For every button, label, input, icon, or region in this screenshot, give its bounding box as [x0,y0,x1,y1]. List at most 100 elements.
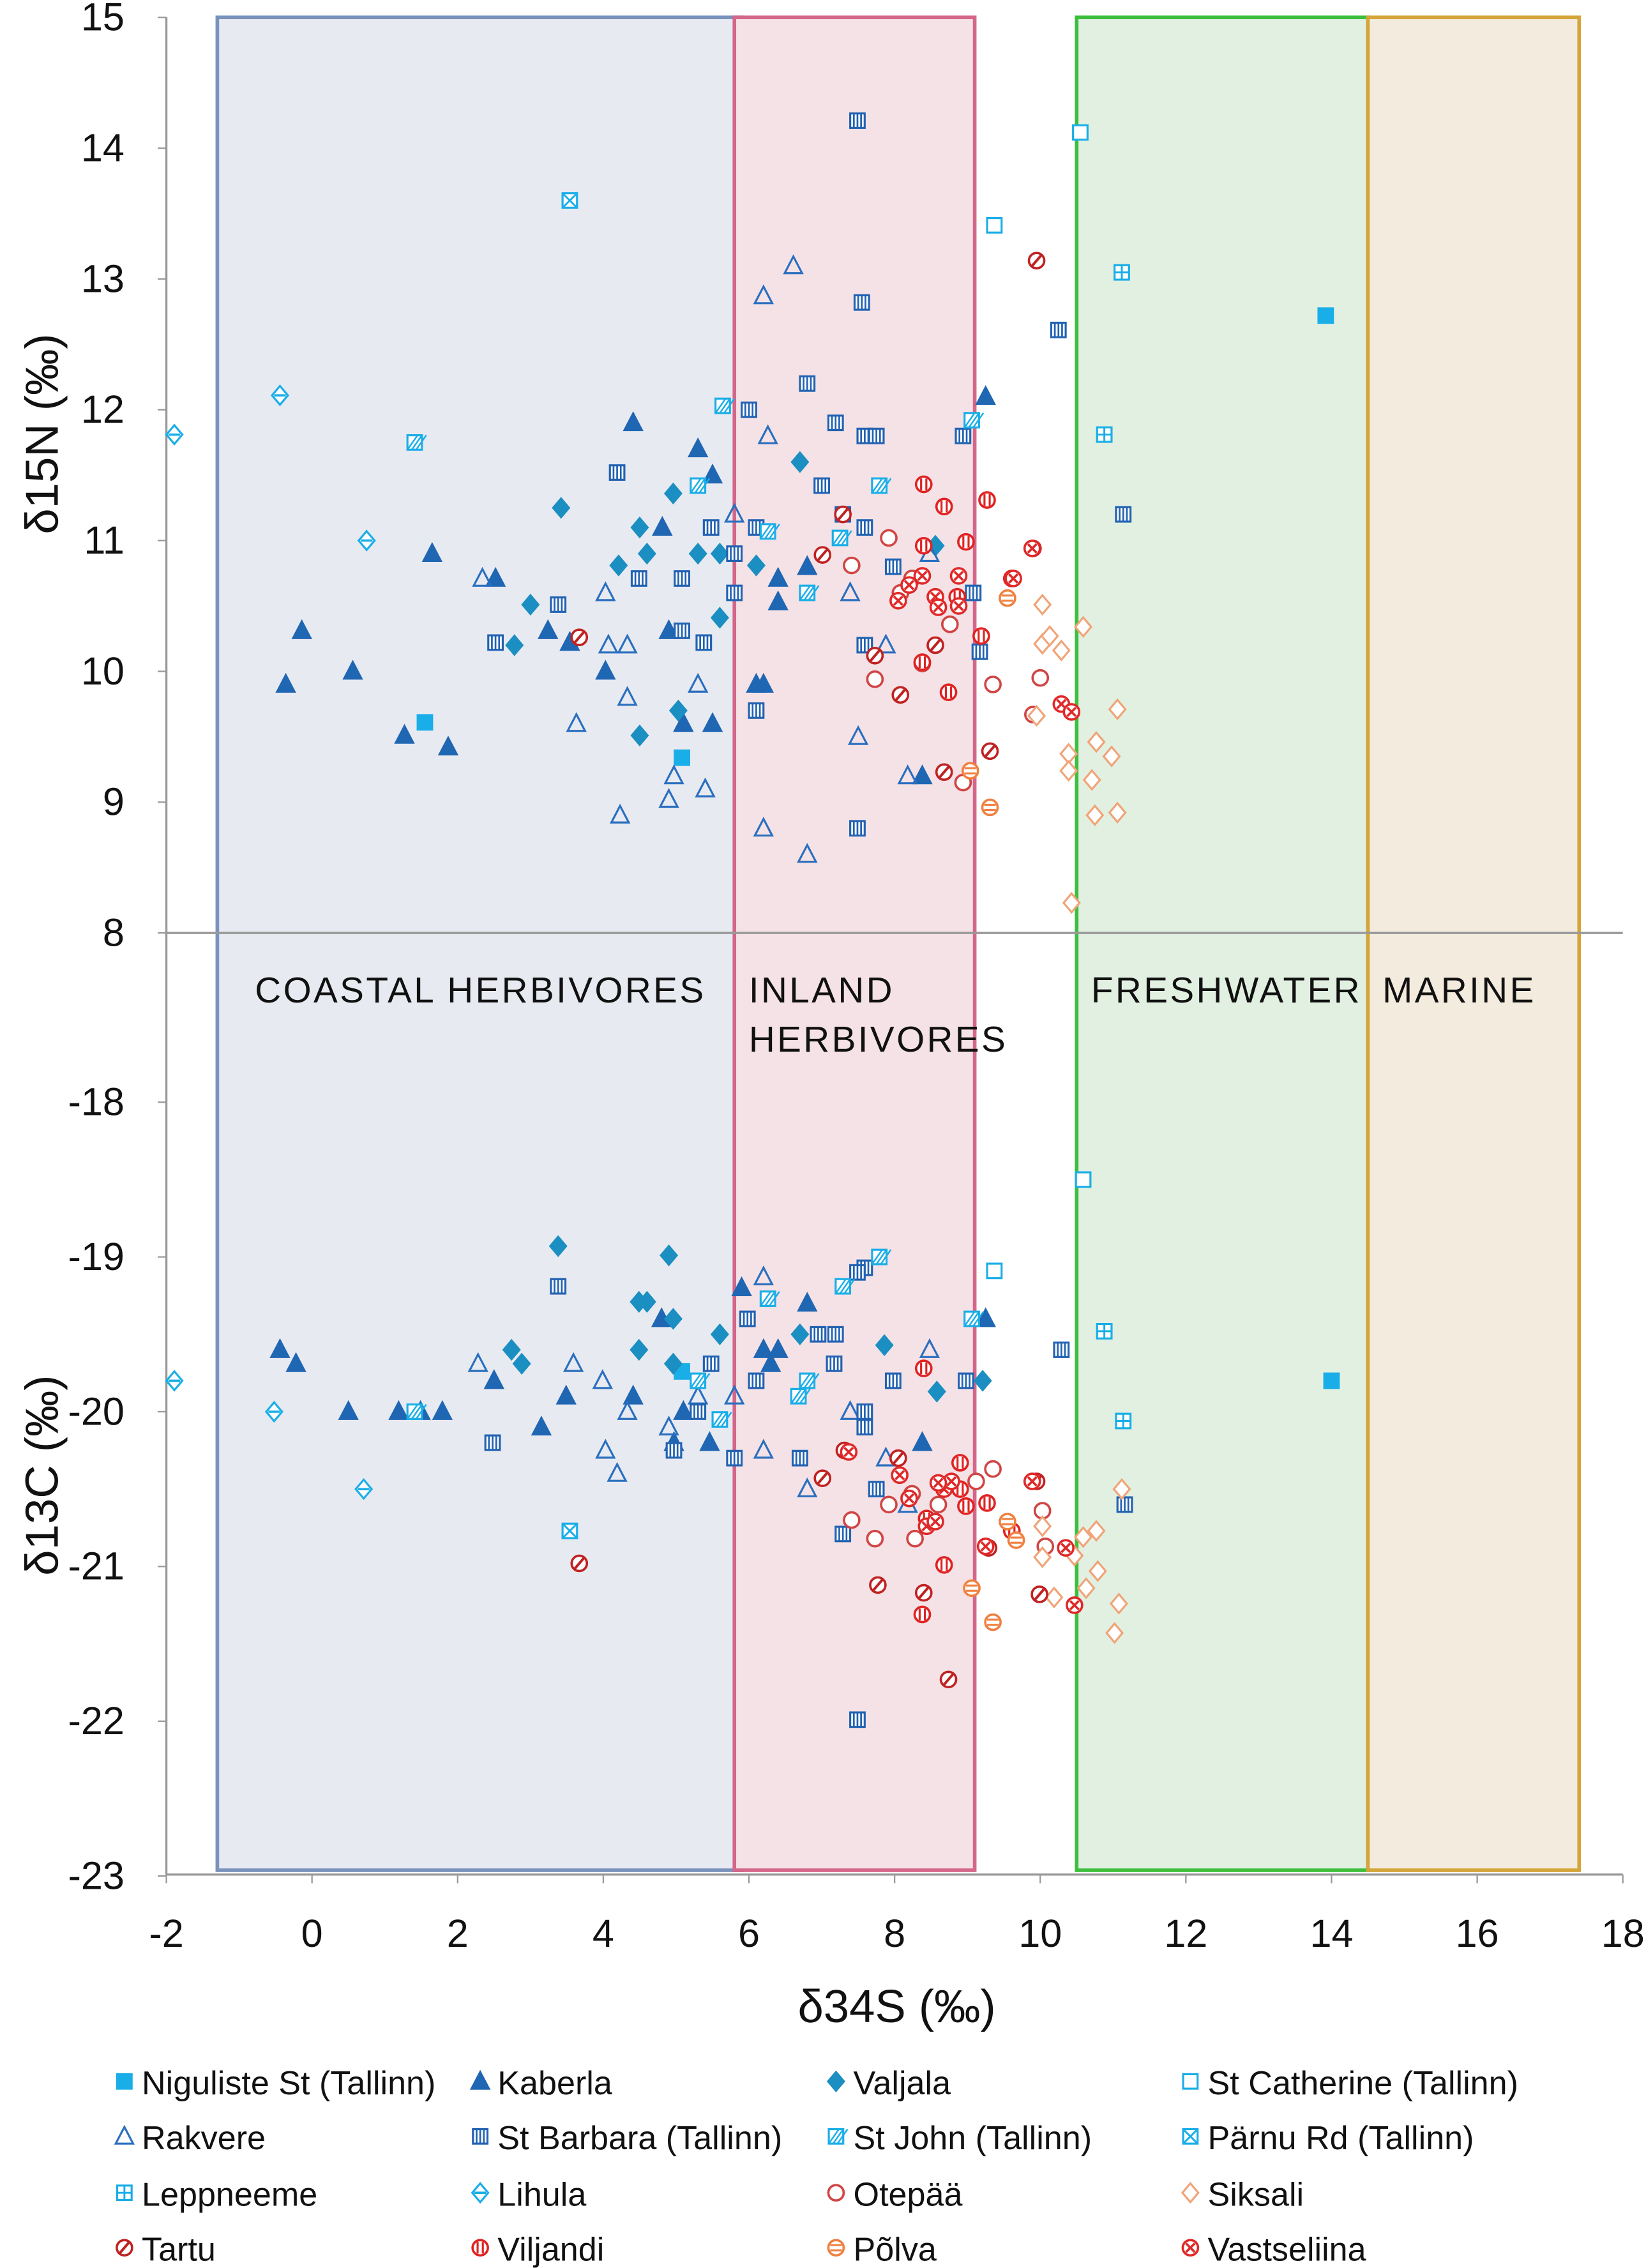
data-point [165,1370,184,1392]
marker-diamond [552,497,571,519]
data-point [710,607,729,629]
marker-circle [999,589,1016,607]
data-point [914,475,933,494]
data-point [531,1416,552,1436]
data-point [432,1400,453,1420]
legend-item: Lihula [471,2177,586,2214]
marker-diamond [1074,1526,1093,1548]
data-point [1023,1472,1041,1490]
marker-triangle [394,723,415,744]
data-point [726,584,743,601]
marker-stripe [573,631,585,644]
marker-circle [1007,1531,1025,1549]
data-point [797,1477,818,1498]
marker-stripe [415,434,427,450]
data-point [939,683,958,702]
marker-triangle [731,1276,752,1296]
marker-triangle [975,1307,996,1327]
legend-item: Otepää [827,2177,962,2214]
marker-stripe [903,1493,915,1504]
data-point [421,541,443,562]
data-point [984,1460,1002,1478]
data-point [957,1372,974,1389]
data-point [1062,891,1081,914]
data-point [783,254,804,275]
marker-stripe [843,1446,854,1458]
data-point [853,294,870,311]
data-point [840,1443,858,1461]
data-point [963,1579,981,1598]
y-tick-label: 13 [81,257,125,300]
y-tick-label: 9 [103,780,125,824]
marker-diamond [1033,1515,1052,1538]
legend-label: Pärnu Rd (Tallinn) [1208,2120,1474,2157]
data-point [1085,804,1105,826]
series-vastseliina [840,540,1083,1614]
data-point [913,1605,932,1624]
marker-stripe [712,1412,723,1428]
marker-stripe [1185,2242,1196,2253]
marker-stripe [917,570,928,581]
marker-stripe [764,1290,776,1307]
marker-diamond [1181,2182,1200,2204]
marker-circle [913,653,932,671]
marker-triangle [757,424,778,444]
data-point [834,1278,856,1295]
data-point [790,1323,810,1345]
marker-triangle [912,1431,933,1451]
data-point [926,1513,944,1531]
data-point [1057,1539,1075,1557]
data-point [484,1434,501,1451]
marker-stripe [871,1249,883,1265]
region-box [732,15,977,1872]
data-point [875,1334,894,1356]
data-point [961,762,979,780]
marker-triangle [598,633,619,654]
marker-diamond [1087,1520,1106,1542]
data-point [595,660,616,680]
data-point [897,764,918,785]
marker-diamond [1109,1592,1128,1615]
data-point [929,1474,948,1492]
marker-circle [978,1494,996,1512]
regions: COASTAL HERBIVORES INLAND HERBIVORES FRESHW… [215,15,1582,1872]
marker-stripe [808,1373,820,1389]
region-label: MARINE [1382,971,1536,1011]
data-point [827,414,844,432]
x-tick-label: 18 [1601,1912,1645,1955]
marker-diamond [710,607,729,629]
data-point [849,1264,866,1281]
data-point [674,570,690,587]
data-point [1052,639,1071,662]
marker-stripe [840,530,852,546]
data-point [826,1355,843,1372]
marker-triangle [538,619,559,639]
data-point [673,1400,694,1420]
data-point [485,566,506,587]
marker-stripe [795,1388,806,1404]
marker-triangle [783,254,804,275]
marker-circle [880,529,898,547]
data-point [550,596,567,613]
marker-square [1317,307,1334,324]
marker-stripe [893,1452,904,1464]
marker-diamond [505,634,524,656]
data-point [753,284,774,305]
marker-triangle [753,672,774,693]
data-point [665,1442,683,1459]
marker-stripe [953,570,964,581]
marker-triangle [702,464,723,484]
data-point [891,1466,909,1485]
data-point [935,497,953,516]
marker-stripe [930,591,941,602]
marker-triangle [285,1352,306,1372]
data-point [986,1262,1003,1280]
data-point [791,1449,808,1467]
marker-triangle [291,619,312,639]
data-point [723,1384,745,1405]
legend-item: Vastseliina [1181,2232,1366,2268]
data-point [981,742,999,760]
data-point [843,556,861,575]
data-point [973,1370,992,1392]
